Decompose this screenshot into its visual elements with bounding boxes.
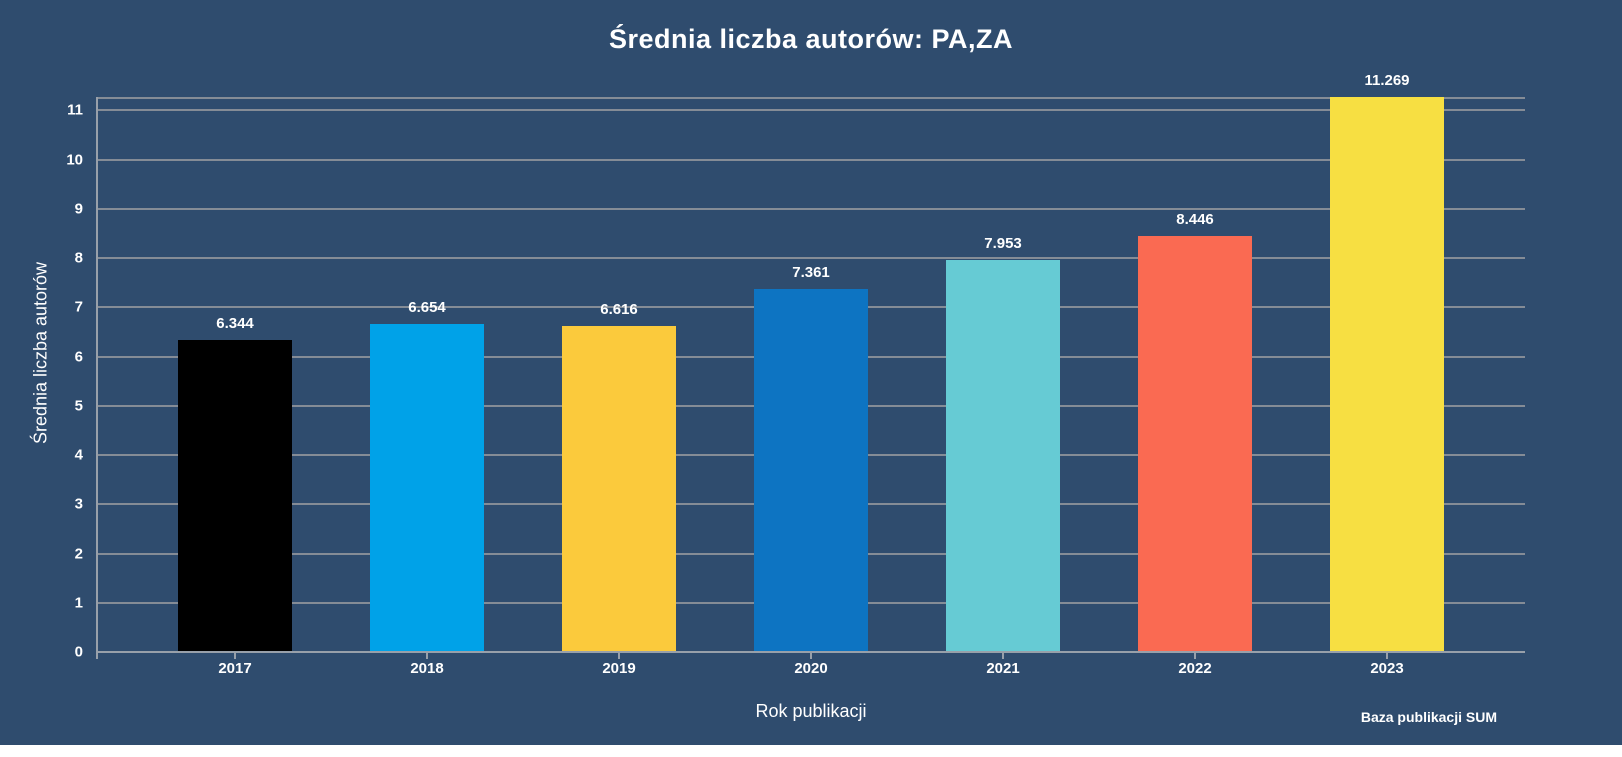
bar-value-2020: 7.361 xyxy=(792,264,830,282)
bar-value-2019: 6.616 xyxy=(600,301,638,319)
x-category-label-2023: 2023 xyxy=(1370,660,1404,677)
x-category-label-2021: 2021 xyxy=(986,660,1020,677)
bar-2020[interactable] xyxy=(754,289,868,652)
bar-2021[interactable] xyxy=(946,260,1060,652)
y-gridline xyxy=(97,109,1525,112)
x-axis-tick xyxy=(810,652,812,659)
x-category-label-2018: 2018 xyxy=(410,660,444,677)
y-tick-label: 10 xyxy=(66,151,83,168)
y-tick-label: 9 xyxy=(74,200,83,218)
y-axis-line xyxy=(96,97,98,658)
y-tick-label: 0 xyxy=(74,643,83,661)
x-axis-title: Rok publikacji xyxy=(755,701,867,721)
bar-value-2018: 6.654 xyxy=(408,299,446,317)
source-label: Baza publikacji SUM xyxy=(1360,709,1497,725)
x-axis-tick xyxy=(618,652,620,659)
chart-title: Średnia liczba autorów: PA,ZA xyxy=(608,24,1014,54)
bar-value-2023: 11.269 xyxy=(1364,72,1410,89)
x-axis-tick xyxy=(426,652,428,659)
y-tick-label: 6 xyxy=(74,348,83,365)
plot-top-border xyxy=(97,97,1525,99)
x-axis-tick xyxy=(1194,652,1196,659)
y-gridline xyxy=(97,257,1525,259)
y-tick-label: 7 xyxy=(74,298,83,316)
y-tick-label: 4 xyxy=(74,446,83,464)
x-axis-line xyxy=(97,651,1525,653)
y-tick-label: 1 xyxy=(74,594,83,612)
y-gridline xyxy=(97,207,1525,210)
bar-2022[interactable] xyxy=(1138,236,1252,652)
x-axis-tick xyxy=(234,652,236,659)
bar-2017[interactable] xyxy=(178,339,292,652)
y-gridline xyxy=(97,158,1525,161)
x-category-label-2020: 2020 xyxy=(794,660,828,677)
bar-value-2021: 7.953 xyxy=(984,235,1022,253)
x-category-label-2019: 2019 xyxy=(602,660,636,677)
bar-2018[interactable] xyxy=(370,324,484,652)
y-tick-label: 2 xyxy=(74,545,83,562)
bottom-strip xyxy=(0,745,1622,757)
bar-2023[interactable] xyxy=(1330,97,1444,652)
bar-value-2017: 6.344 xyxy=(216,314,254,332)
bar-value-2022: 8.446 xyxy=(1176,211,1214,229)
x-category-label-2017: 2017 xyxy=(218,660,252,677)
y-tick-label: 3 xyxy=(74,495,83,513)
y-tick-label: 5 xyxy=(74,397,83,415)
x-axis-tick xyxy=(1002,652,1004,659)
x-category-label-2022: 2022 xyxy=(1178,660,1212,677)
y-tick-label: 8 xyxy=(74,249,83,267)
plot-area: 0 1 2 3 4 5 6 7 8 9 10 11 6.344 2017 6.654 2018 6.616 201… xyxy=(66,73,1525,677)
bar-2019[interactable] xyxy=(562,326,676,652)
x-axis-tick xyxy=(1386,652,1388,659)
y-tick-label: 11 xyxy=(67,101,83,119)
